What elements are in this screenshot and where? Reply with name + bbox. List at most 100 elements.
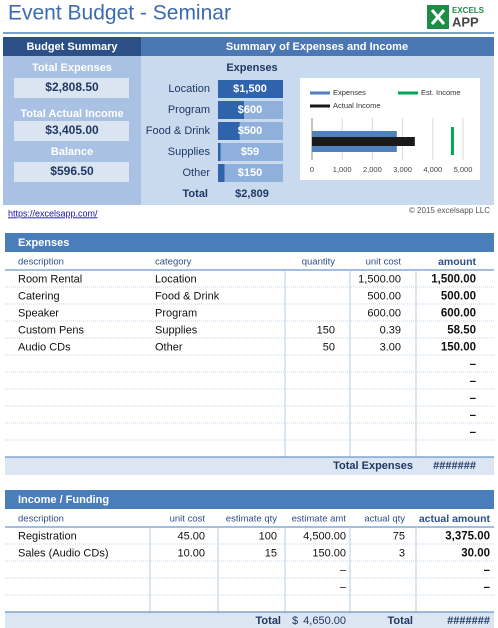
cell: 150.00	[441, 342, 476, 354]
cell: Custom Pens	[18, 324, 85, 336]
cell: 15	[265, 547, 277, 559]
cell: –	[340, 564, 347, 576]
column-header: category	[155, 257, 192, 268]
cell: –	[340, 581, 347, 593]
logo: EXCELS APP	[427, 5, 485, 29]
total-row	[5, 612, 494, 628]
cell: Registration	[18, 530, 77, 542]
cell: –	[484, 565, 491, 577]
cell: 4,500.00	[303, 530, 346, 542]
summary-value-box	[14, 162, 129, 182]
data-bar-label: $1,500	[233, 83, 267, 95]
x-tick-label: 2,000	[363, 165, 382, 174]
cell: Sales (Audio CDs)	[18, 547, 108, 559]
x-tick-label: 3,000	[393, 165, 412, 174]
data-bar	[218, 122, 240, 140]
summary-value: $2,808.50	[45, 80, 99, 94]
column-header: actual qty	[364, 514, 405, 525]
copyright: © 2015 excelsapp LLC	[409, 206, 490, 215]
table-title: Expenses	[18, 237, 69, 249]
column-header: description	[18, 257, 64, 268]
cell: 600.00	[441, 308, 476, 320]
summary-right-title: Summary of Expenses and Income	[226, 41, 408, 53]
cell: –	[470, 427, 477, 439]
total-estimate: 4,650.00	[303, 615, 346, 627]
data-bar-label: $500	[238, 125, 262, 137]
cell: 500.00	[441, 291, 476, 303]
total-value: #######	[433, 460, 476, 472]
summary-expenses-title: Expenses	[226, 62, 277, 74]
total-label: Total Expenses	[333, 460, 413, 472]
column-header: unit cost	[366, 257, 402, 268]
cell: Program	[155, 307, 197, 319]
logo-x	[430, 9, 446, 25]
table-header	[5, 490, 494, 509]
data-bar	[218, 80, 283, 98]
cell: Location	[155, 273, 197, 285]
cell: Speaker	[18, 307, 59, 319]
cell: Room Rental	[18, 273, 82, 285]
cell: 1,500.00	[431, 274, 476, 286]
cell: 150	[317, 324, 335, 336]
cell: Supplies	[155, 324, 198, 336]
cell: 30.00	[461, 548, 490, 560]
cell: –	[470, 359, 477, 371]
summary-label: Balance	[51, 146, 93, 158]
cell: 45.00	[177, 530, 205, 542]
cell: 10.00	[177, 547, 205, 559]
expense-category: Program	[168, 104, 210, 116]
expense-category: Supplies	[168, 146, 211, 158]
cell: 50	[323, 341, 335, 353]
column-header: amount	[438, 256, 476, 268]
total-label: Total	[256, 615, 281, 627]
data-bar	[218, 101, 244, 119]
cell: 0.39	[380, 324, 401, 336]
cell: –	[484, 582, 491, 594]
bar	[312, 137, 415, 146]
legend-label: Actual Income	[333, 101, 381, 110]
total-row	[5, 457, 494, 475]
expense-category: Location	[168, 83, 210, 95]
summary-right-header	[141, 37, 494, 56]
column-header: quantity	[302, 257, 336, 268]
cell: 150.00	[312, 547, 346, 559]
total-currency: $	[292, 615, 298, 627]
cell: –	[470, 393, 477, 405]
cell: Catering	[18, 290, 60, 302]
cell: 3.00	[380, 341, 401, 353]
legend-label: Expenses	[333, 88, 366, 97]
summary-value: $596.50	[50, 164, 94, 178]
summary-value-box	[14, 121, 129, 141]
total-label: Total	[388, 615, 413, 627]
column-header: actual amount	[419, 513, 491, 525]
cell: 3	[399, 547, 405, 559]
data-bar-label: $600	[238, 104, 262, 116]
total-value: #######	[447, 615, 490, 627]
cell: Food & Drink	[155, 290, 220, 302]
cell: 100	[259, 530, 277, 542]
x-tick-label: 5,000	[454, 165, 473, 174]
logo-bottom: APP	[452, 14, 479, 29]
expense-total: $2,809	[235, 188, 269, 200]
data-bar-label: $59	[241, 146, 259, 158]
title: Event Budget - Seminar	[8, 2, 231, 25]
data-bar	[218, 143, 221, 161]
summary-label: Total Actual Income	[20, 108, 123, 120]
data-bar-label: $150	[238, 167, 262, 179]
summary-left-header	[3, 37, 141, 56]
expense-category: Food & Drink	[146, 125, 211, 137]
cell: –	[470, 376, 477, 388]
column-header: estimate qty	[226, 514, 277, 525]
expense-category: Other	[182, 167, 210, 179]
summary-value-box	[14, 78, 129, 98]
link[interactable]: https://excelsapp.com/	[8, 208, 98, 218]
summary-left-title: Budget Summary	[26, 41, 118, 53]
data-bar-bg	[218, 143, 283, 161]
column-header: description	[18, 514, 64, 525]
cell: 75	[393, 530, 405, 542]
cell: 3,375.00	[445, 531, 490, 543]
column-header: estimate amt	[292, 514, 347, 525]
cell: 58.50	[447, 325, 476, 337]
legend-label: Est. Income	[421, 88, 461, 97]
